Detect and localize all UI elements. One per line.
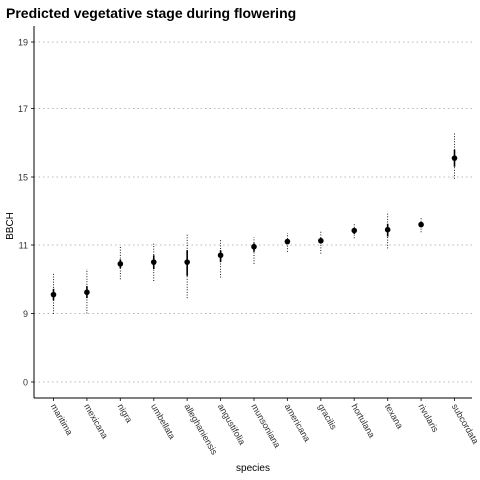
- y-tick-label: 11: [19, 241, 28, 251]
- data-points: [50, 155, 458, 298]
- x-tick-label: americana: [283, 402, 313, 443]
- x-tick-label: rivularis: [416, 402, 440, 434]
- x-tick-label: alleghaniensis: [182, 402, 219, 457]
- data-point: [284, 238, 291, 245]
- x-tick-label: subcordata: [450, 402, 480, 446]
- data-point: [318, 237, 324, 244]
- y-tick-label: 17: [18, 104, 28, 114]
- error-bars: [52, 132, 456, 314]
- x-tick-label: angustifolia: [216, 402, 247, 446]
- x-tick-label: mexicana: [82, 402, 110, 440]
- data-point: [451, 155, 458, 161]
- x-tick-label: nigra: [116, 402, 135, 424]
- grid-lines: [34, 41, 472, 383]
- y-tick-label: 0: [23, 378, 28, 388]
- data-point: [418, 221, 424, 228]
- data-point: [351, 227, 358, 234]
- x-tick-label: hortulana: [350, 402, 377, 440]
- data-point: [117, 261, 124, 267]
- x-tick-label: umbellata: [149, 402, 177, 441]
- data-point: [50, 291, 57, 298]
- x-tick-label: texana: [383, 402, 405, 430]
- chart-title: Predicted vegetative stage during flower…: [6, 5, 296, 21]
- y-tick-label: 15: [18, 173, 28, 183]
- y-axis-ticks: 0 9 11 15 17 19: [18, 38, 34, 388]
- y-tick-label: 9: [23, 309, 28, 319]
- x-axis-label: species: [236, 463, 270, 474]
- data-point: [184, 259, 190, 265]
- x-axis-ticks: maritima mexicana nigra umbellata alleghanie…: [49, 398, 480, 457]
- x-tick-label: maritima: [49, 402, 75, 437]
- data-point: [251, 243, 257, 250]
- data-point: [150, 259, 157, 265]
- x-tick-label: gracilis: [316, 402, 339, 432]
- y-axis-label: BBCH: [5, 212, 16, 240]
- data-point: [217, 252, 224, 259]
- data-point: [84, 289, 90, 296]
- y-tick-label: 19: [18, 38, 28, 48]
- data-point: [384, 226, 391, 233]
- x-tick-label: munsoniana: [249, 402, 282, 449]
